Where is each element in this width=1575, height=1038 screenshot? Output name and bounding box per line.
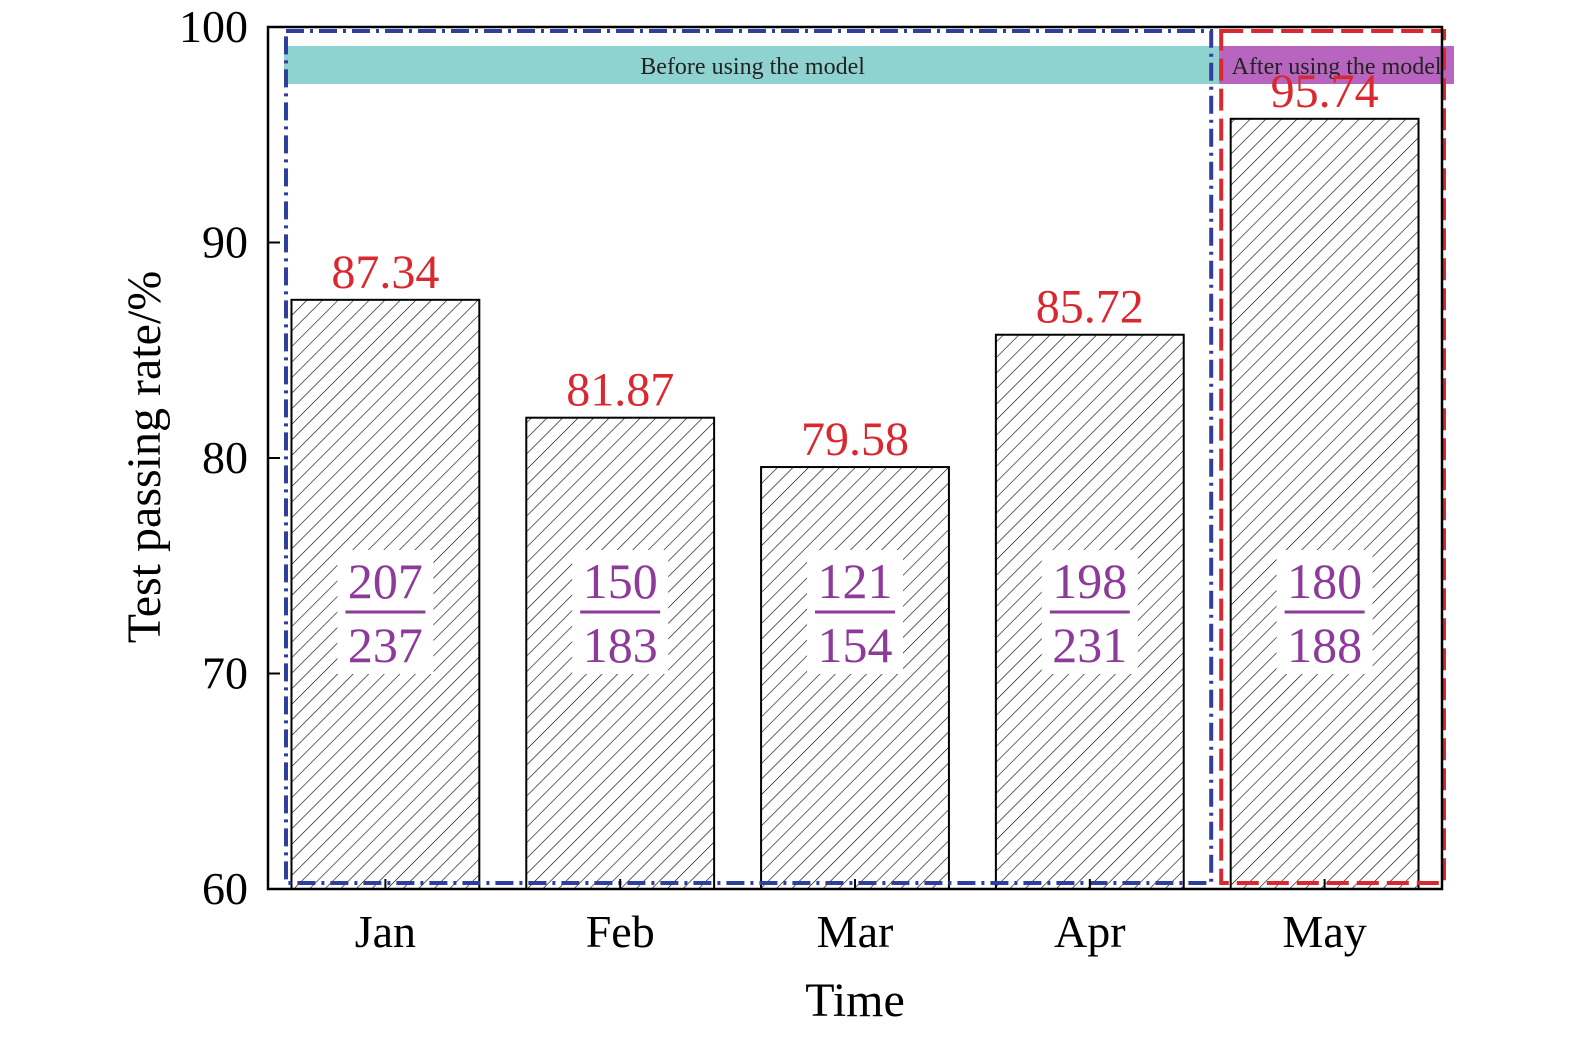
bar xyxy=(1229,117,1420,891)
region-borders-layer xyxy=(284,29,1446,885)
x-tick-label: May xyxy=(1282,906,1366,957)
region-band xyxy=(284,46,1222,84)
x-tick-label: Jan xyxy=(355,906,416,957)
value-label: 87.34 xyxy=(331,246,439,299)
x-tick-label: Mar xyxy=(817,906,894,957)
region-layer: Before using the model After using the mo… xyxy=(284,46,1454,84)
y-tick-label: 60 xyxy=(202,863,248,914)
bar xyxy=(760,466,950,890)
fraction-denominator: 154 xyxy=(818,617,893,673)
fraction-denominator: 183 xyxy=(583,617,658,673)
region-label: Before using the model xyxy=(640,54,865,80)
region-band xyxy=(1219,46,1454,84)
bars-layer xyxy=(290,117,1420,891)
fraction-denominator: 188 xyxy=(1287,617,1362,673)
region-border xyxy=(284,29,1214,885)
x-tick-label: Apr xyxy=(1054,906,1126,957)
fraction-numerator: 180 xyxy=(1287,553,1362,609)
fraction-numerator: 207 xyxy=(348,553,423,609)
y-tick-label: 80 xyxy=(202,432,248,483)
x-tick-label: Feb xyxy=(586,906,655,957)
value-label: 95.74 xyxy=(1271,65,1379,118)
fraction-numerator: 150 xyxy=(583,553,658,609)
y-tick-label: 70 xyxy=(202,648,248,699)
fraction-denominator: 237 xyxy=(348,617,423,673)
labels-layer: 87.34 81.87 79.58 85.72 95.74 207 237 150 183 121… xyxy=(331,65,1379,674)
value-label: 85.72 xyxy=(1036,281,1144,334)
x-axis-title: Time xyxy=(805,974,905,1027)
y-axis-title: Test passing rate/% xyxy=(118,271,171,644)
value-label: 79.58 xyxy=(801,413,909,466)
y-tick-label: 100 xyxy=(179,1,248,52)
region-label: After using the model xyxy=(1232,54,1442,80)
fraction-numerator: 198 xyxy=(1052,553,1127,609)
axes-layer: 60 70 80 90 100 Jan Feb Mar Apr May xyxy=(179,1,1444,957)
fraction-denominator: 231 xyxy=(1052,617,1127,673)
region-border xyxy=(1219,29,1446,885)
y-tick-label: 90 xyxy=(202,217,248,268)
fraction-numerator: 121 xyxy=(818,553,893,609)
value-label: 81.87 xyxy=(566,364,674,417)
